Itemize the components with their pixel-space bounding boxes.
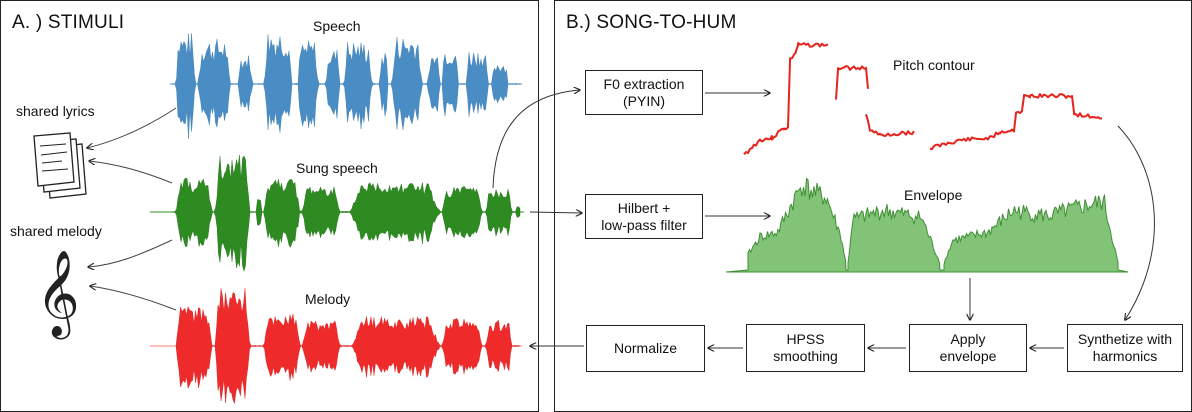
sung-to-melody-arrow bbox=[88, 239, 173, 267]
pitch-to-synth-arrow bbox=[1117, 125, 1155, 320]
stimuli-title: A. ) STIMULI bbox=[12, 12, 125, 33]
pitch-contour-label: Pitch contour bbox=[893, 57, 975, 73]
speech-label: Speech bbox=[313, 18, 361, 34]
synthesize-box: Synthetize with harmonics bbox=[1067, 324, 1183, 372]
hpss-smoothing-box: HPSS smoothing bbox=[746, 324, 865, 372]
speech-waveform bbox=[171, 33, 521, 140]
sung-to-lyrics-arrow bbox=[89, 161, 173, 184]
shared-melody-label: shared melody bbox=[10, 223, 102, 239]
sung-to-hilbert-arrow bbox=[529, 212, 582, 213]
speech-to-lyrics-arrow bbox=[87, 107, 177, 148]
treble-clef-icon: 𝄞 bbox=[36, 250, 80, 340]
song-to-hum-title: B.) SONG-TO-HUM bbox=[566, 12, 737, 33]
f0-extraction-box: F0 extraction (PYIN) bbox=[585, 70, 703, 115]
melody-label: Melody bbox=[305, 291, 351, 307]
normalize-box: Normalize bbox=[586, 325, 705, 372]
melody-to-clef-arrow bbox=[90, 286, 177, 311]
lyrics-document-icon bbox=[33, 132, 87, 199]
pitch-contour-plot bbox=[743, 42, 1103, 155]
envelope-label: Envelope bbox=[904, 187, 963, 203]
sung-to-f0-arrow bbox=[492, 90, 580, 189]
shared-lyrics-label: shared lyrics bbox=[16, 103, 95, 119]
sung-speech-label: Sung speech bbox=[296, 160, 378, 176]
apply-envelope-box: Apply envelope bbox=[909, 324, 1027, 372]
envelope-plot bbox=[725, 177, 1129, 273]
hilbert-filter-box: Hilbert + low-pass filter bbox=[585, 194, 703, 239]
sung-speech-waveform bbox=[171, 154, 521, 273]
